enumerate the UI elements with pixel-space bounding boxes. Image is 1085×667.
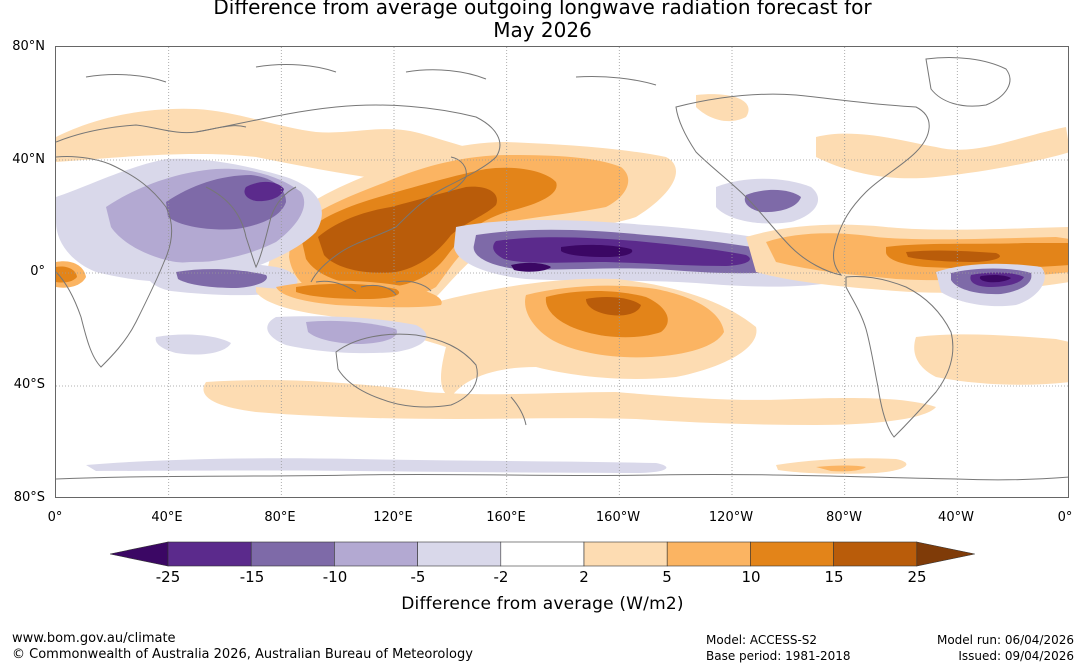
colorbar-segment — [500, 541, 585, 567]
footer-issued: Issued: 09/04/2026 — [958, 649, 1074, 663]
lon-label-120w: 120°W — [708, 510, 754, 525]
anomaly-na-orange — [696, 94, 749, 122]
anomaly-sh-orange-band — [203, 380, 936, 425]
colorbar-segment — [417, 541, 502, 567]
colorbar-segment — [833, 541, 918, 567]
anomaly-io-purple-mid — [176, 269, 267, 288]
anomaly-cpac-purple-darkest — [561, 244, 633, 257]
anomaly-mc-orange-dark — [296, 283, 400, 299]
colorbar-segment — [250, 541, 335, 567]
colorbar-extend-high — [916, 541, 975, 567]
map-title: Difference from average outgoing longwav… — [0, 0, 1085, 42]
colorbar-segment — [666, 541, 751, 567]
lon-label-80w: 80°W — [826, 510, 862, 525]
colorbar-segment — [750, 541, 834, 567]
footer-base-period: Base period: 1981-2018 — [706, 649, 851, 663]
title-line-2: May 2026 — [493, 18, 592, 42]
anomaly-se-orange — [914, 334, 1068, 385]
anomaly-atl-purple-darkest — [979, 274, 1011, 283]
anomaly-atl-orange-darker — [906, 250, 1000, 262]
anomaly-cpac-purple-darkest-2 — [511, 262, 551, 272]
anomaly-asia-purple-darker — [244, 181, 284, 202]
lon-label-120e: 120°E — [373, 510, 413, 525]
lat-label-equator: 0° — [30, 264, 45, 279]
coastlines — [56, 57, 1068, 481]
lon-label-160w: 160°W — [595, 510, 641, 525]
anomaly-aus-purple-small — [155, 334, 231, 355]
lon-label-40e: 40°E — [151, 510, 183, 525]
colorbar-tick-label: 5 — [662, 568, 672, 586]
colorbar-tick-label: 15 — [824, 568, 844, 586]
colorbar-tick-label: -2 — [493, 568, 509, 586]
footer-model: Model: ACCESS-S2 — [706, 633, 818, 647]
map-canvas — [56, 47, 1068, 497]
graticule — [56, 47, 1068, 497]
anomaly-wpac-orange-darker — [318, 186, 497, 273]
lat-label-40n: 40°N — [12, 152, 45, 167]
footer-model-run: Model run: 06/04/2026 — [936, 633, 1074, 647]
lon-label-160e: 160°E — [486, 510, 526, 525]
colorbar-tick-label: -10 — [322, 568, 348, 586]
lon-label-0-east: 0° — [1057, 510, 1073, 525]
colorbar-tick-label: -5 — [410, 568, 426, 586]
colorbar-tick-label: -15 — [239, 568, 265, 586]
anomaly-spac-orange-darker — [586, 297, 641, 316]
colorbar-segment — [583, 541, 668, 567]
colorbar-tick-label: 2 — [579, 568, 589, 586]
colorbar-tick-label: -25 — [155, 568, 181, 586]
olr-anomaly-map — [55, 46, 1069, 498]
colorbar-extend-low — [110, 541, 169, 567]
anomaly-antarctic-orange-dark — [816, 465, 866, 472]
lon-label-40w: 40°W — [938, 510, 974, 525]
lon-label-80e: 80°E — [264, 510, 296, 525]
lon-label-0-west: 0° — [47, 510, 63, 525]
colorbar-tick-label: 10 — [741, 568, 761, 586]
anomaly-sio-purple-mid — [306, 320, 397, 344]
colorbar-tick-label: 25 — [907, 568, 927, 586]
colorbar-title: Difference from average (W/m2) — [401, 594, 684, 614]
anomaly-antarctic-purple — [86, 458, 667, 473]
title-line-1: Difference from average outgoing longwav… — [213, 0, 872, 19]
colorbar-segment — [334, 541, 418, 567]
anomaly-na-east-orange — [816, 127, 1068, 179]
colorbar — [110, 541, 975, 567]
lat-label-80s: 80°S — [13, 490, 45, 505]
lat-label-80n: 80°N — [12, 39, 45, 54]
footer-website: www.bom.gov.au/climate — [12, 631, 176, 646]
footer-copyright: © Commonwealth of Australia 2026, Austra… — [12, 647, 473, 662]
lat-label-40s: 40°S — [13, 377, 45, 392]
colorbar-segment — [167, 541, 252, 567]
anomaly-na-purple-mid — [744, 189, 801, 213]
